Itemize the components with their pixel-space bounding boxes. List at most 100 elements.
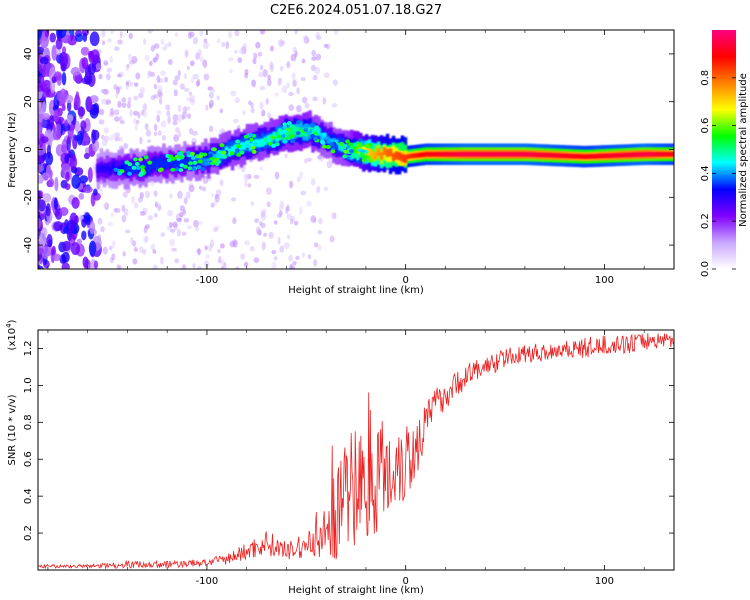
noise-speckle (169, 193, 173, 198)
ridge-cell (654, 151, 658, 157)
noise-speckle (109, 134, 114, 141)
ridge-cell (496, 151, 500, 157)
noise-speckle (98, 73, 103, 80)
ridge-dot (179, 155, 185, 160)
noise-speckle (296, 105, 302, 113)
snr-ticks: -100 0 100 0.2 0.4 0.6 0.8 1.0 1.2 (23, 330, 674, 587)
noise-speckle (119, 31, 123, 39)
noise-speckle (294, 30, 298, 35)
ridge-cell (206, 157, 211, 166)
ridge-cell (636, 152, 640, 157)
ridge-dot (263, 137, 269, 142)
noise-speckle (189, 95, 196, 103)
noise-speckle (87, 167, 93, 183)
spectrogram-ytick-label-4: 40 (23, 48, 34, 61)
colorbar-gradient (712, 30, 736, 269)
ridge-cell (275, 134, 279, 142)
noise-speckle (177, 228, 181, 237)
noise-speckle (150, 95, 156, 101)
ridge-dot (200, 167, 206, 171)
ridge-dot (210, 161, 215, 166)
snr-xtick-label-1: 0 (403, 576, 409, 587)
ridge-cell (463, 151, 467, 157)
noise-speckle (40, 136, 49, 144)
ridge-cell (299, 121, 303, 137)
noise-speckle (188, 91, 193, 96)
ridge-cell (418, 152, 423, 158)
ridge-dot (306, 131, 311, 136)
noise-speckle (118, 265, 122, 269)
ridge-cell (621, 152, 625, 158)
ridge-dot (349, 149, 354, 154)
ridge-dot (282, 129, 288, 134)
noise-speckle (38, 199, 46, 212)
ridge-cell (594, 153, 598, 159)
noise-speckle (38, 265, 44, 269)
spectrogram-ytick-label-0: -40 (23, 237, 34, 253)
ridge-cell (215, 151, 220, 160)
ridge-cell (412, 153, 417, 158)
noise-speckle (163, 43, 167, 50)
snr-ytick-label-4: 1.0 (23, 377, 34, 393)
ridge-cell (585, 154, 590, 159)
ridge-dots (113, 119, 375, 177)
noise-speckle (165, 104, 171, 111)
noise-speckle (273, 256, 278, 261)
noise-speckle (161, 134, 166, 141)
noise-speckle (133, 95, 139, 101)
ridge-cell (257, 139, 262, 148)
ridge-cell (633, 152, 637, 157)
noise-speckle (228, 57, 234, 62)
noise-speckle (176, 114, 183, 123)
ridge-cell (105, 163, 110, 172)
noise-speckle (218, 128, 225, 134)
noise-speckle (249, 245, 255, 252)
noise-speckle (179, 211, 184, 218)
ridge-cell (156, 158, 160, 167)
noise-speckle (157, 84, 163, 93)
ridge-cell (582, 154, 587, 159)
noise-speckle (174, 258, 180, 264)
noise-speckle (145, 129, 152, 137)
noise-speckle (274, 171, 280, 180)
ridge-cell (385, 149, 390, 157)
noise-speckle (139, 210, 146, 216)
ridge-cell (230, 146, 235, 154)
ridge-cell (451, 151, 455, 157)
noise-speckle (127, 53, 132, 61)
noise-speckle (203, 73, 210, 81)
noise-speckle (312, 74, 318, 81)
noise-speckle (304, 102, 310, 109)
noise-speckle (311, 49, 317, 57)
noise-speckle (61, 72, 67, 86)
noise-speckle (318, 155, 325, 162)
noise-speckle (103, 127, 109, 134)
ridge-cell (409, 153, 414, 159)
ridge-dot (245, 140, 251, 145)
noise-speckle (134, 202, 139, 209)
noise-speckle (266, 187, 272, 195)
noise-speckle (329, 235, 335, 243)
noise-speckle (210, 88, 216, 94)
noise-speckle (250, 201, 254, 206)
ridge-cell (466, 151, 470, 157)
ridge-cell (379, 152, 384, 160)
noise-speckle (303, 158, 308, 164)
snr-panel: -100 0 100 0.2 0.4 0.6 0.8 1.0 1.2 Height of str… (5, 319, 675, 596)
noise-speckle (240, 253, 246, 260)
snr-xlabel: Height of straight line (km) (288, 585, 424, 596)
noise-speckle (121, 97, 126, 103)
noise-speckle (75, 120, 80, 134)
noise-speckle (92, 129, 100, 141)
noise-speckle (160, 70, 166, 76)
noise-speckle (210, 202, 215, 208)
ridge-cell (436, 151, 440, 157)
ridge-dot (326, 145, 331, 149)
noise-speckle (53, 197, 58, 210)
ridge-cell (415, 153, 420, 158)
noise-speckle (98, 119, 105, 125)
noise-speckle (303, 36, 310, 44)
ridge-cell (314, 125, 318, 134)
noise-speckle (209, 125, 214, 133)
colorbar-tick-label-0: 0.0 (700, 261, 711, 277)
